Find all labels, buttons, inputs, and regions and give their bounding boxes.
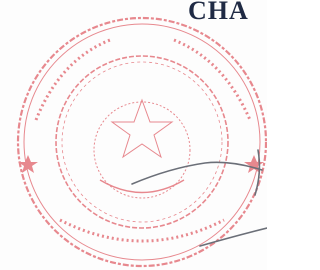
signature-stroke (132, 162, 262, 184)
seal (18, 18, 266, 266)
seal-lettering (36, 40, 250, 241)
emblem (94, 102, 190, 198)
document-fragment: CHA (0, 0, 267, 270)
seal-inner-ring (56, 56, 228, 228)
seal-ring (24, 24, 260, 260)
emblem-ribbon (100, 180, 184, 193)
emblem-star (112, 100, 172, 157)
signature-stroke (200, 228, 267, 246)
seal-and-signature (0, 0, 267, 270)
seal-inner-ring (62, 62, 222, 222)
heading: CHA (188, 0, 249, 26)
